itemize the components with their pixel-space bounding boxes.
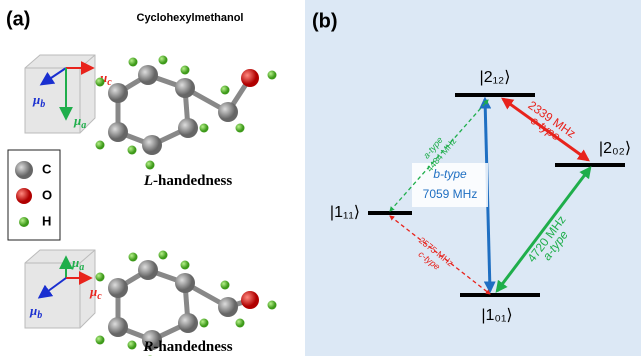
dipole-subscript: b (37, 310, 42, 321)
legend-label: H (42, 213, 51, 228)
legend-atom (16, 188, 32, 204)
atom (96, 336, 105, 345)
atom (218, 297, 238, 317)
level-label: |1₀₁⟩ (481, 307, 512, 324)
atom (108, 278, 128, 298)
legend-label: C (42, 161, 52, 176)
enantiomer-letter: L (143, 173, 153, 189)
enantiomer-suffix: -handedness (153, 339, 232, 355)
atom (181, 261, 190, 270)
atom (146, 161, 155, 170)
atom (159, 251, 168, 260)
atom (268, 301, 277, 310)
atom (96, 273, 105, 282)
atom (96, 78, 105, 87)
dipole-symbol: μ (73, 113, 81, 128)
enantiomer-letter: R (142, 339, 153, 355)
legend-atom (19, 217, 29, 227)
atom (175, 78, 195, 98)
dipole-subscript: a (81, 120, 86, 131)
atom (175, 273, 195, 293)
atom (138, 260, 158, 280)
dipole-symbol: μ (89, 284, 97, 299)
atom (268, 71, 277, 80)
atom (200, 319, 209, 328)
atom (128, 146, 137, 155)
legend-label: O (42, 187, 52, 202)
atom (128, 341, 137, 350)
level-label: |2₀₂⟩ (599, 140, 631, 157)
atom (200, 124, 209, 133)
atom (236, 124, 245, 133)
atom (218, 102, 238, 122)
dipole-symbol: μ (71, 255, 79, 270)
atom (138, 65, 158, 85)
atom (96, 141, 105, 150)
level-label: |2₁₂⟩ (480, 69, 511, 86)
atom (221, 281, 230, 290)
transition-label: b-type 7059 MHz (412, 163, 488, 207)
enantiomer-label: L-handedness (143, 173, 233, 189)
level-label: |1₁₁⟩ (330, 204, 360, 221)
atom (221, 86, 230, 95)
atom (159, 56, 168, 65)
atom (241, 69, 259, 87)
atom (129, 253, 138, 262)
transition-type: b-type (433, 167, 467, 181)
atom (241, 291, 259, 309)
dipole-symbol: μ (29, 303, 37, 318)
enantiomer-label: R-handedness (142, 339, 232, 355)
atom (181, 66, 190, 75)
atom (178, 118, 198, 138)
dipole-subscript: a (79, 262, 84, 273)
atom (108, 317, 128, 337)
panel-label: (a) (6, 8, 30, 30)
dipole-subscript: b (40, 99, 45, 110)
figure: (a)CyclohexylmethanolCOHμcμbμaL-handedne… (0, 0, 641, 356)
dipole-symbol: μ (32, 92, 40, 107)
legend-atom (15, 161, 33, 179)
atom (142, 135, 162, 155)
atom (236, 319, 245, 328)
atom (108, 83, 128, 103)
molecule-title: Cyclohexylmethanol (137, 12, 244, 24)
enantiomer-suffix: -handedness (153, 173, 232, 189)
panel-label: (b) (312, 10, 338, 32)
transition-frequency: 7059 MHz (423, 187, 478, 201)
dipole-subscript: c (97, 291, 102, 302)
atom (129, 58, 138, 67)
legend-box (8, 150, 60, 240)
atom (108, 122, 128, 142)
atom (178, 313, 198, 333)
